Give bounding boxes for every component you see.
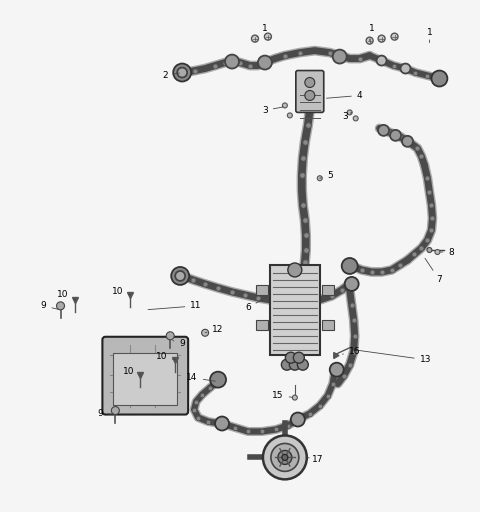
Bar — [256, 285, 268, 295]
Circle shape — [390, 130, 401, 141]
Circle shape — [288, 263, 302, 277]
Text: 3: 3 — [342, 112, 352, 121]
Text: 4: 4 — [326, 91, 362, 100]
Text: 8: 8 — [440, 247, 454, 257]
Text: 11: 11 — [148, 302, 202, 310]
Bar — [322, 285, 334, 295]
Circle shape — [305, 77, 315, 88]
Circle shape — [400, 63, 410, 74]
Text: 9: 9 — [97, 409, 113, 418]
Circle shape — [286, 352, 296, 363]
Text: 10: 10 — [112, 287, 130, 296]
Circle shape — [177, 68, 187, 77]
Circle shape — [252, 35, 258, 42]
FancyBboxPatch shape — [102, 337, 188, 415]
Circle shape — [347, 110, 352, 115]
Circle shape — [293, 352, 304, 363]
Text: 10: 10 — [57, 290, 75, 300]
Text: 15: 15 — [272, 391, 292, 400]
Text: 10: 10 — [156, 352, 175, 361]
Text: 13: 13 — [357, 350, 431, 364]
Circle shape — [292, 395, 297, 400]
Circle shape — [171, 267, 189, 285]
Circle shape — [391, 33, 398, 40]
Circle shape — [435, 249, 440, 254]
Circle shape — [264, 33, 271, 40]
Circle shape — [225, 55, 239, 69]
Circle shape — [281, 359, 292, 370]
Circle shape — [378, 35, 385, 42]
Text: 1: 1 — [427, 28, 432, 42]
Circle shape — [282, 455, 288, 460]
Circle shape — [333, 50, 347, 63]
Circle shape — [278, 451, 292, 464]
Circle shape — [297, 359, 308, 370]
Text: 9: 9 — [41, 302, 58, 310]
Circle shape — [353, 116, 358, 121]
Circle shape — [263, 436, 307, 479]
Circle shape — [258, 56, 272, 70]
Text: 5: 5 — [320, 170, 333, 180]
Text: 3: 3 — [262, 106, 283, 115]
Circle shape — [402, 136, 413, 147]
Text: 14: 14 — [186, 373, 216, 382]
Circle shape — [291, 413, 305, 426]
Circle shape — [202, 329, 209, 336]
Circle shape — [427, 247, 432, 252]
Text: 2: 2 — [162, 71, 180, 80]
Circle shape — [57, 302, 64, 310]
Text: 6: 6 — [245, 296, 267, 312]
Text: 16: 16 — [342, 347, 360, 356]
Circle shape — [271, 443, 299, 472]
Bar — [322, 320, 334, 330]
Circle shape — [111, 407, 120, 415]
Circle shape — [282, 103, 288, 108]
Circle shape — [288, 113, 292, 118]
Text: 12: 12 — [205, 325, 224, 334]
Circle shape — [289, 359, 300, 370]
Circle shape — [317, 176, 322, 181]
Circle shape — [342, 258, 358, 274]
Circle shape — [432, 71, 447, 87]
Bar — [113, 353, 177, 404]
Circle shape — [166, 332, 174, 340]
Circle shape — [175, 271, 185, 281]
Circle shape — [330, 362, 344, 377]
Text: 1: 1 — [369, 24, 374, 40]
Circle shape — [366, 37, 373, 44]
Circle shape — [378, 125, 389, 136]
Text: 10: 10 — [122, 367, 140, 376]
Text: 7: 7 — [425, 259, 442, 285]
Text: 17: 17 — [307, 455, 324, 464]
Circle shape — [215, 417, 229, 431]
Circle shape — [345, 277, 359, 291]
Text: 9: 9 — [173, 339, 185, 348]
Circle shape — [305, 91, 315, 100]
Circle shape — [173, 63, 191, 81]
Bar — [256, 320, 268, 330]
FancyBboxPatch shape — [296, 71, 324, 113]
Circle shape — [377, 56, 386, 66]
Text: 1: 1 — [257, 24, 268, 37]
Circle shape — [210, 372, 226, 388]
Bar — [270, 265, 320, 355]
